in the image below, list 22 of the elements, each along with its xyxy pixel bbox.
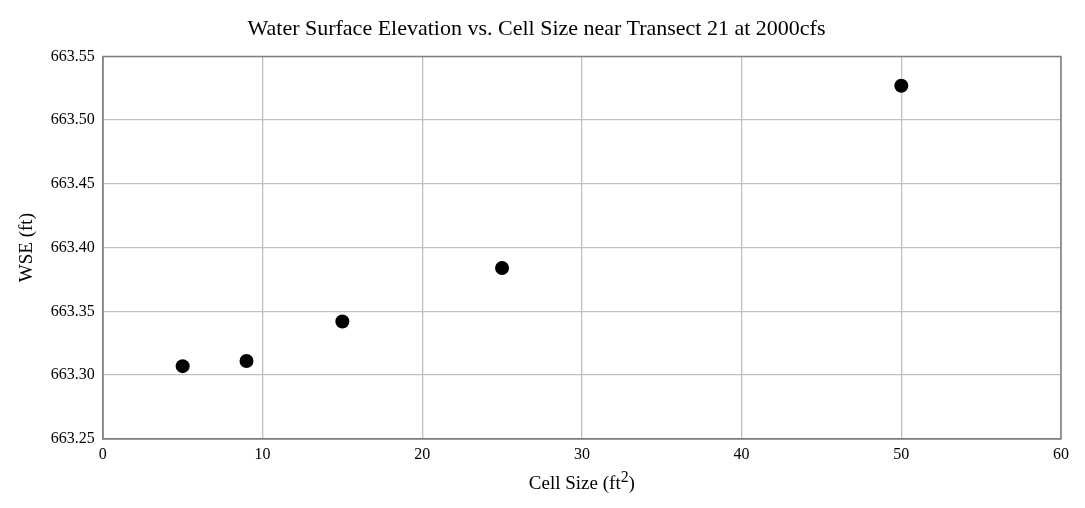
y-axis-title: WSE (ft): [15, 213, 38, 283]
point: [894, 78, 909, 93]
x-tick-label: 0: [98, 444, 107, 462]
y-tick-label: 663.55: [50, 46, 95, 64]
x-tick-label: 50: [893, 444, 910, 462]
point: [495, 261, 510, 275]
point: [239, 354, 254, 369]
x-tick-label: 20: [414, 444, 431, 462]
point: [335, 314, 350, 329]
y-tick-label: 663.25: [50, 429, 95, 446]
x-axis-title: Cell Size (ft$^{2}$): [528, 468, 635, 495]
y-tick-label: 663.30: [50, 365, 95, 383]
x-tick-label: 40: [733, 444, 750, 462]
y-tick-label: 663.35: [50, 301, 95, 319]
y-tick-label: 663.40: [50, 237, 95, 255]
x-tick-label: 10: [254, 444, 271, 462]
x-tick-label: 60: [1053, 444, 1069, 462]
chart-title: Water Surface Elevation vs. Cell Size near Transect 21 at 2000cfs: [247, 14, 826, 40]
y-tick-label: 663.50: [50, 110, 95, 128]
y-tick-label: 663.45: [50, 174, 95, 192]
x-tick-label: 30: [573, 444, 590, 462]
point: [175, 359, 190, 374]
